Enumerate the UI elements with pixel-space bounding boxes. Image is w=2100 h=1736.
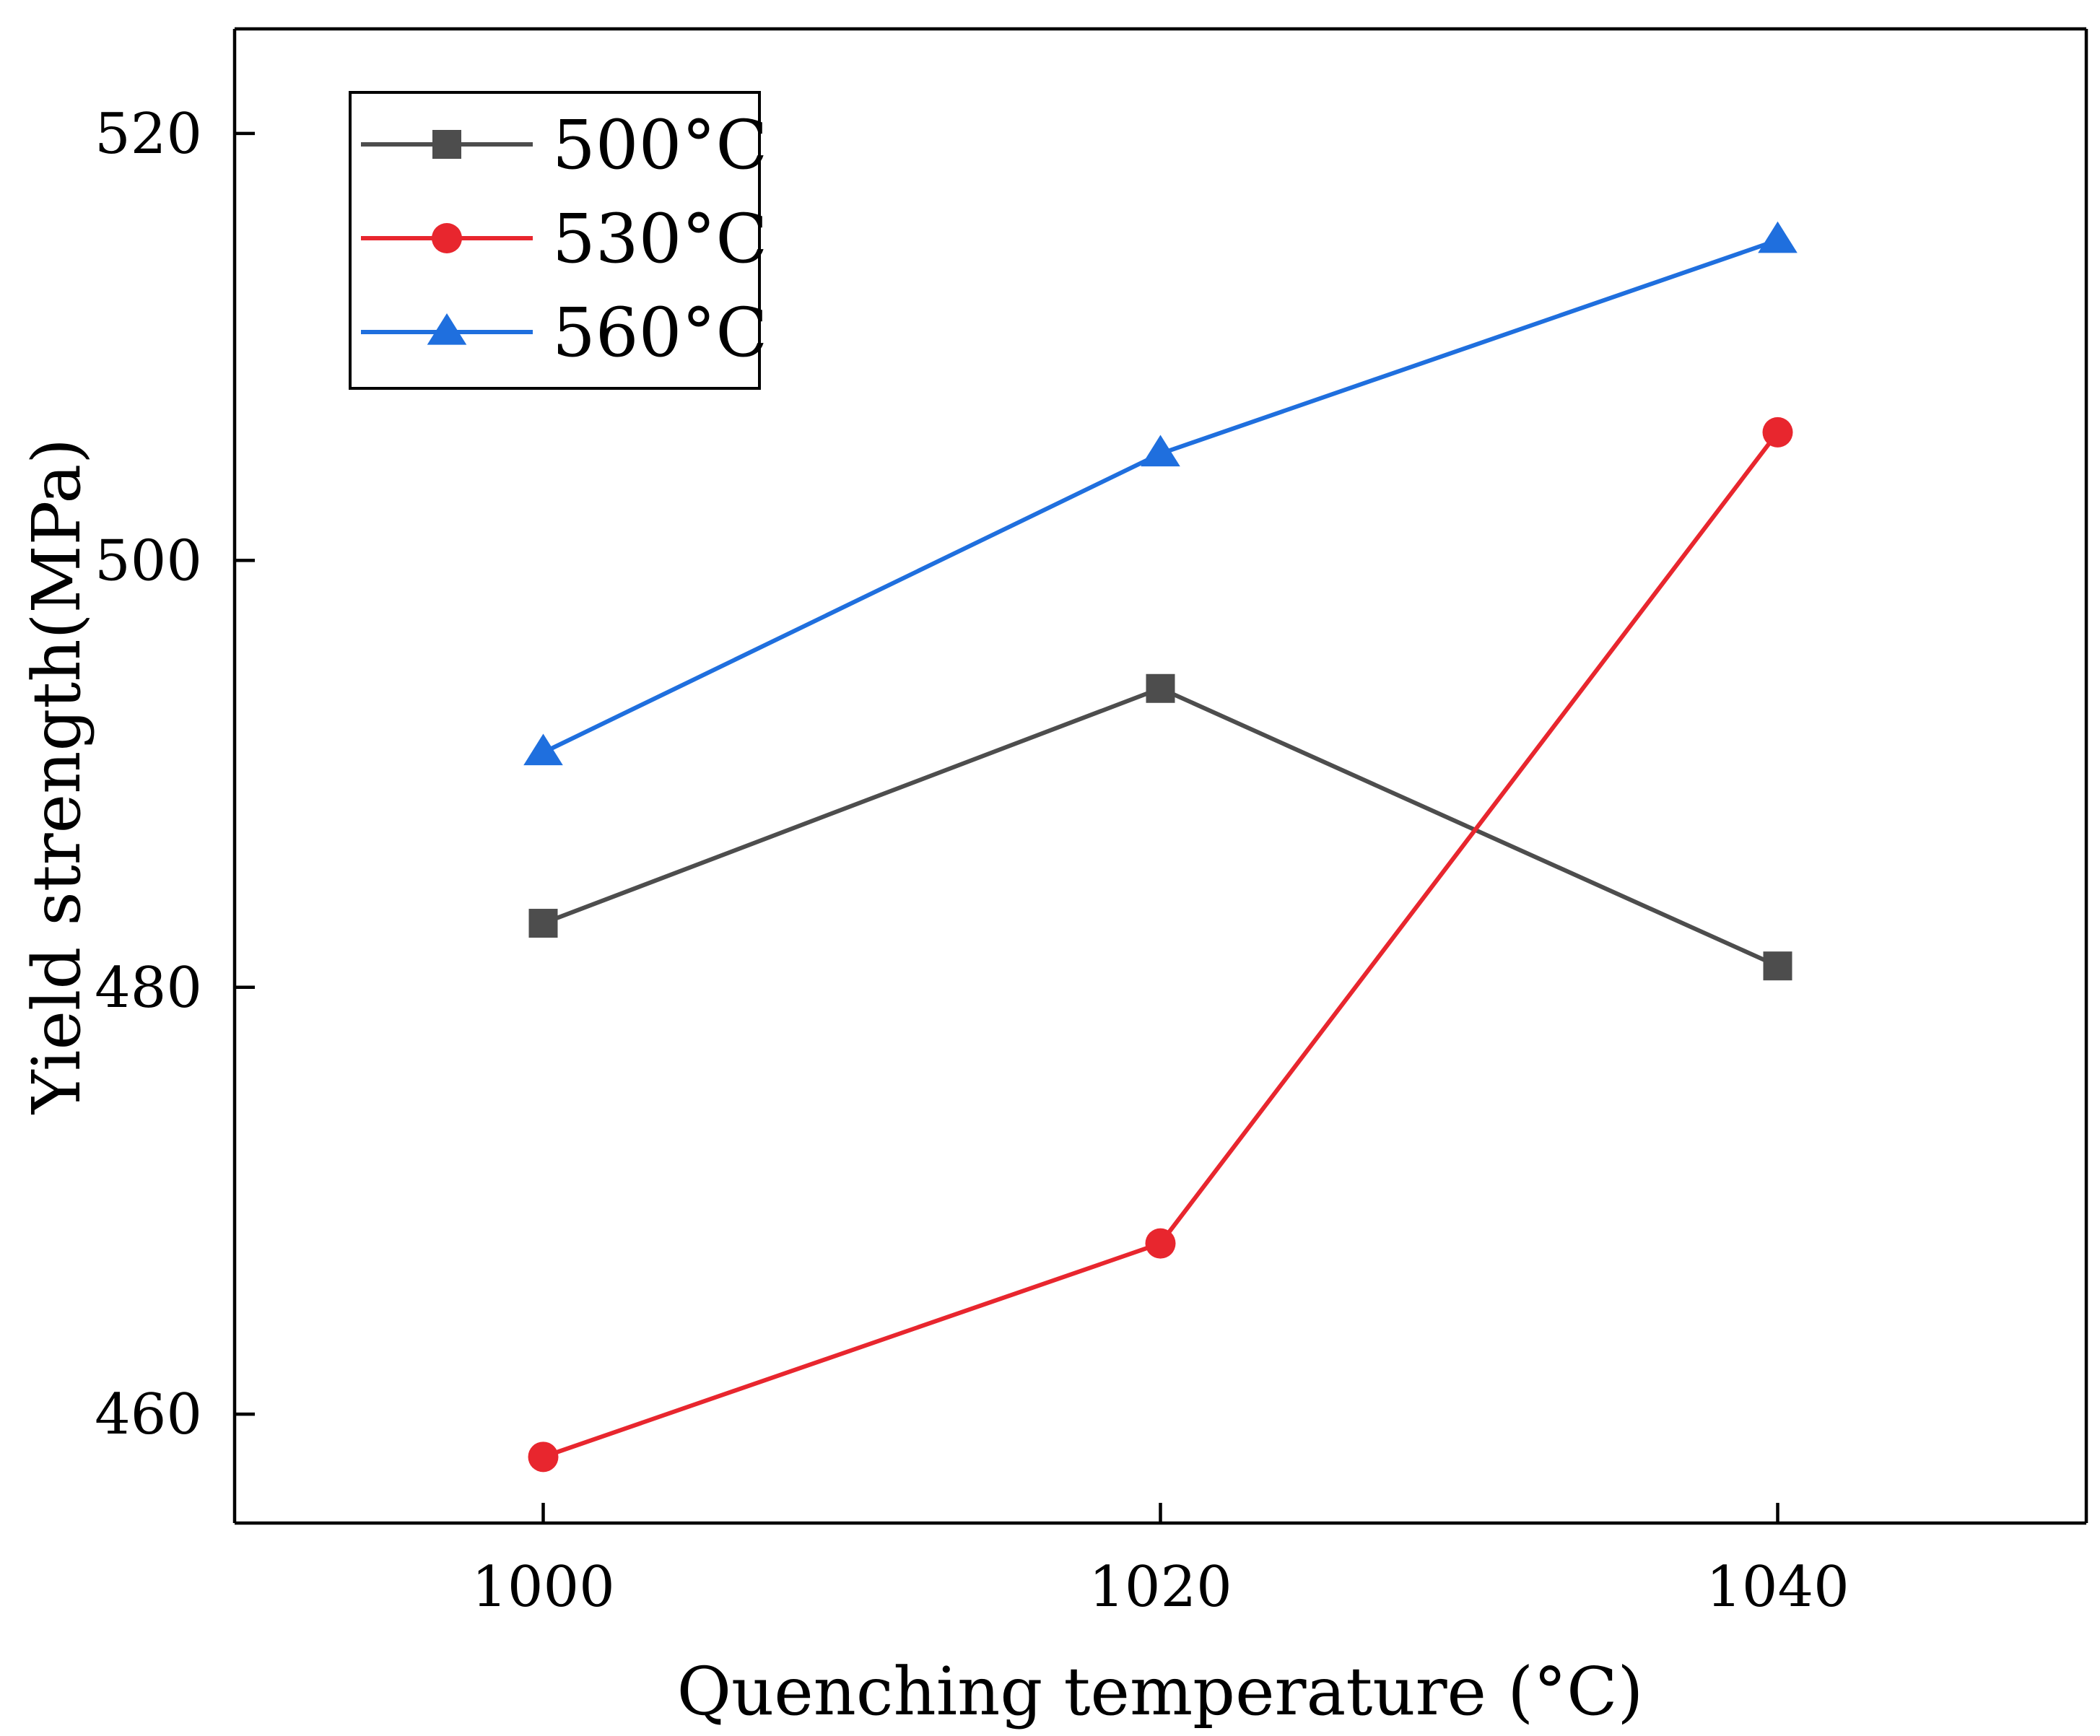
legend-marker-triangle [427,313,467,345]
y-tick-label: 480 [95,956,202,1021]
data-point-circle [1145,1228,1176,1259]
x-tick-label: 1040 [1706,1555,1850,1620]
series-line [542,431,1779,1460]
series-layer [523,221,1798,1473]
series-1 [528,416,1793,1473]
legend: 500°C 530°C 560°C [349,91,767,390]
y-tick-label: 500 [95,528,202,593]
legend-label: 530°C [552,200,767,279]
data-point-square [1146,673,1175,703]
data-point-triangle [1758,221,1798,253]
data-point-circle [528,1441,559,1473]
x-tick-label: 1020 [1089,1555,1232,1620]
x-ticks: 1000 1020 1040 [471,1503,1850,1620]
y-tick-label: 520 [95,102,202,167]
data-point-square [1763,951,1792,981]
y-ticks: 460 480 500 520 [95,102,255,1447]
data-point-circle [1762,416,1793,448]
x-tick-label: 1000 [471,1555,615,1620]
y-axis-title: Yield strength(MPa) [18,438,95,1115]
data-point-square [528,909,558,938]
series-line [542,686,1779,968]
legend-label: 560°C [552,294,767,372]
data-point-triangle [523,733,563,766]
series-0 [528,673,1792,981]
y-tick-label: 460 [95,1382,202,1447]
legend-marker-square [432,130,461,159]
data-point-triangle [1141,435,1180,467]
x-axis-title: Quenching temperature (°C) [677,1653,1644,1730]
series-2 [523,221,1798,766]
legend-label: 500°C [552,106,767,185]
legend-marker-circle [432,223,462,253]
